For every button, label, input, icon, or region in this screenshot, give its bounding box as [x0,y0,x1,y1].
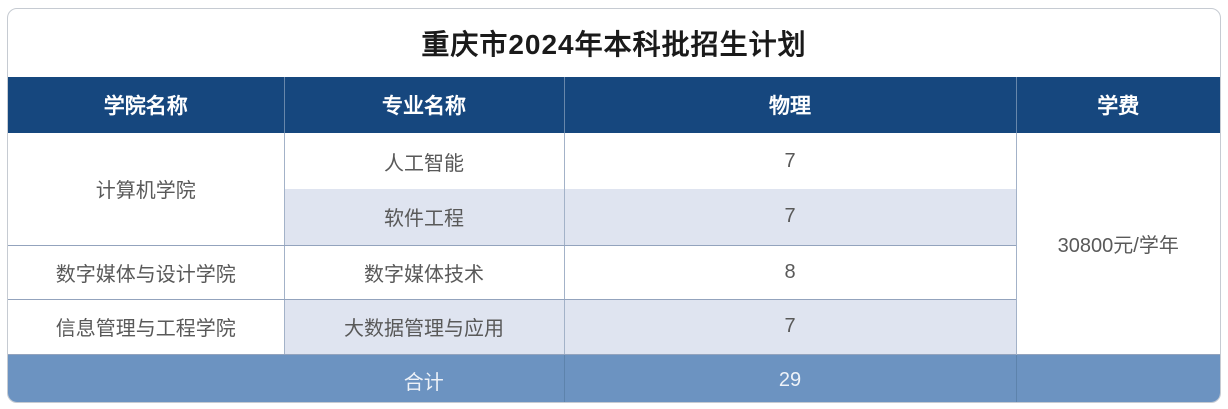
footer-row: 合计 29 [8,353,1220,402]
footer-total: 29 [563,353,1016,402]
table-row: 信息管理与工程学院 大数据管理与应用 7 [8,299,1220,355]
column-header-college: 学院名称 [8,77,284,133]
table-body: 计算机学院 人工智能 7 30800元/学年 软件工程 7 数字媒体与设计学院 … [8,133,1220,355]
cell-college: 计算机学院 [8,133,284,246]
cell-physics: 7 [563,133,1016,189]
cell-physics: 7 [563,189,1016,246]
table-header: 学院名称 专业名称 物理 学费 [8,77,1220,133]
table-title: 重庆市2024年本科批招生计划 [421,29,807,60]
enrollment-plan-card: 重庆市2024年本科批招生计划 学院名称 专业名称 物理 学费 计算机学院 人工… [7,8,1221,403]
column-header-physics: 物理 [563,77,1016,133]
cell-college: 信息管理与工程学院 [8,299,284,355]
footer-spacer [8,353,284,402]
column-header-tuition: 学费 [1015,77,1220,133]
column-header-major: 专业名称 [283,77,564,133]
cell-tuition: 30800元/学年 [1015,133,1220,354]
cell-physics: 7 [563,299,1016,355]
footer-label: 合计 [284,353,564,402]
title-bar: 重庆市2024年本科批招生计划 [8,9,1220,77]
table-row: 计算机学院 人工智能 7 30800元/学年 [8,133,1220,354]
cell-major: 大数据管理与应用 [283,299,564,355]
cell-college: 数字媒体与设计学院 [8,245,284,300]
enrollment-plan-table: 学院名称 专业名称 物理 学费 计算机学院 人工智能 7 30800元/学年 软… [8,77,1220,402]
cell-major: 软件工程 [283,189,564,246]
table-footer: 合计 29 [8,353,1220,402]
footer-empty [1015,353,1220,402]
cell-major: 数字媒体技术 [283,245,564,300]
table-row: 软件工程 7 [8,189,1220,246]
cell-physics: 8 [563,245,1016,300]
table-row: 数字媒体与设计学院 数字媒体技术 8 [8,245,1220,300]
cell-major: 人工智能 [283,133,564,189]
header-row: 学院名称 专业名称 物理 学费 [8,77,1220,133]
